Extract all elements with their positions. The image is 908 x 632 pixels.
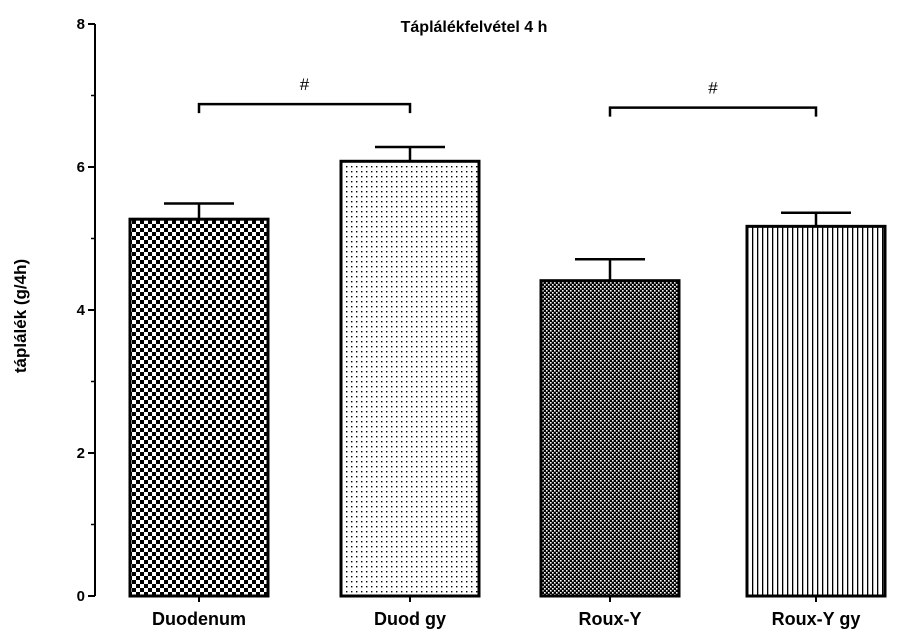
y-tick-label: 0 bbox=[77, 588, 85, 605]
y-axis: 0 2 4 6 8 bbox=[77, 16, 96, 605]
bars-group bbox=[128, 159, 887, 598]
bar bbox=[128, 217, 270, 598]
bar bbox=[339, 159, 481, 598]
y-tick-label: 4 bbox=[77, 302, 86, 319]
y-axis-label: táplálék (g/4h) bbox=[11, 259, 30, 373]
x-tick-label: Roux-Y gy bbox=[772, 609, 861, 629]
y-tick-label: 8 bbox=[77, 16, 85, 33]
bar bbox=[539, 279, 681, 598]
x-axis-labels: Duodenum Duod gy Roux-Y Roux-Y gy bbox=[152, 596, 860, 629]
significance-bracket bbox=[608, 106, 818, 117]
bar bbox=[745, 224, 887, 598]
x-tick-label: Duodenum bbox=[152, 609, 246, 629]
significance-annotations: # # bbox=[197, 75, 818, 117]
x-tick-label: Roux-Y bbox=[579, 609, 642, 629]
error-bars-group bbox=[164, 145, 851, 281]
significance-bracket bbox=[197, 102, 412, 114]
chart-title: Táplálékfelvétel 4 h bbox=[401, 19, 548, 36]
y-tick-label: 2 bbox=[77, 445, 85, 462]
significance-marker: # bbox=[300, 75, 310, 94]
x-tick-label: Duod gy bbox=[374, 609, 446, 629]
significance-marker: # bbox=[708, 79, 718, 98]
y-tick-label: 6 bbox=[77, 159, 85, 176]
